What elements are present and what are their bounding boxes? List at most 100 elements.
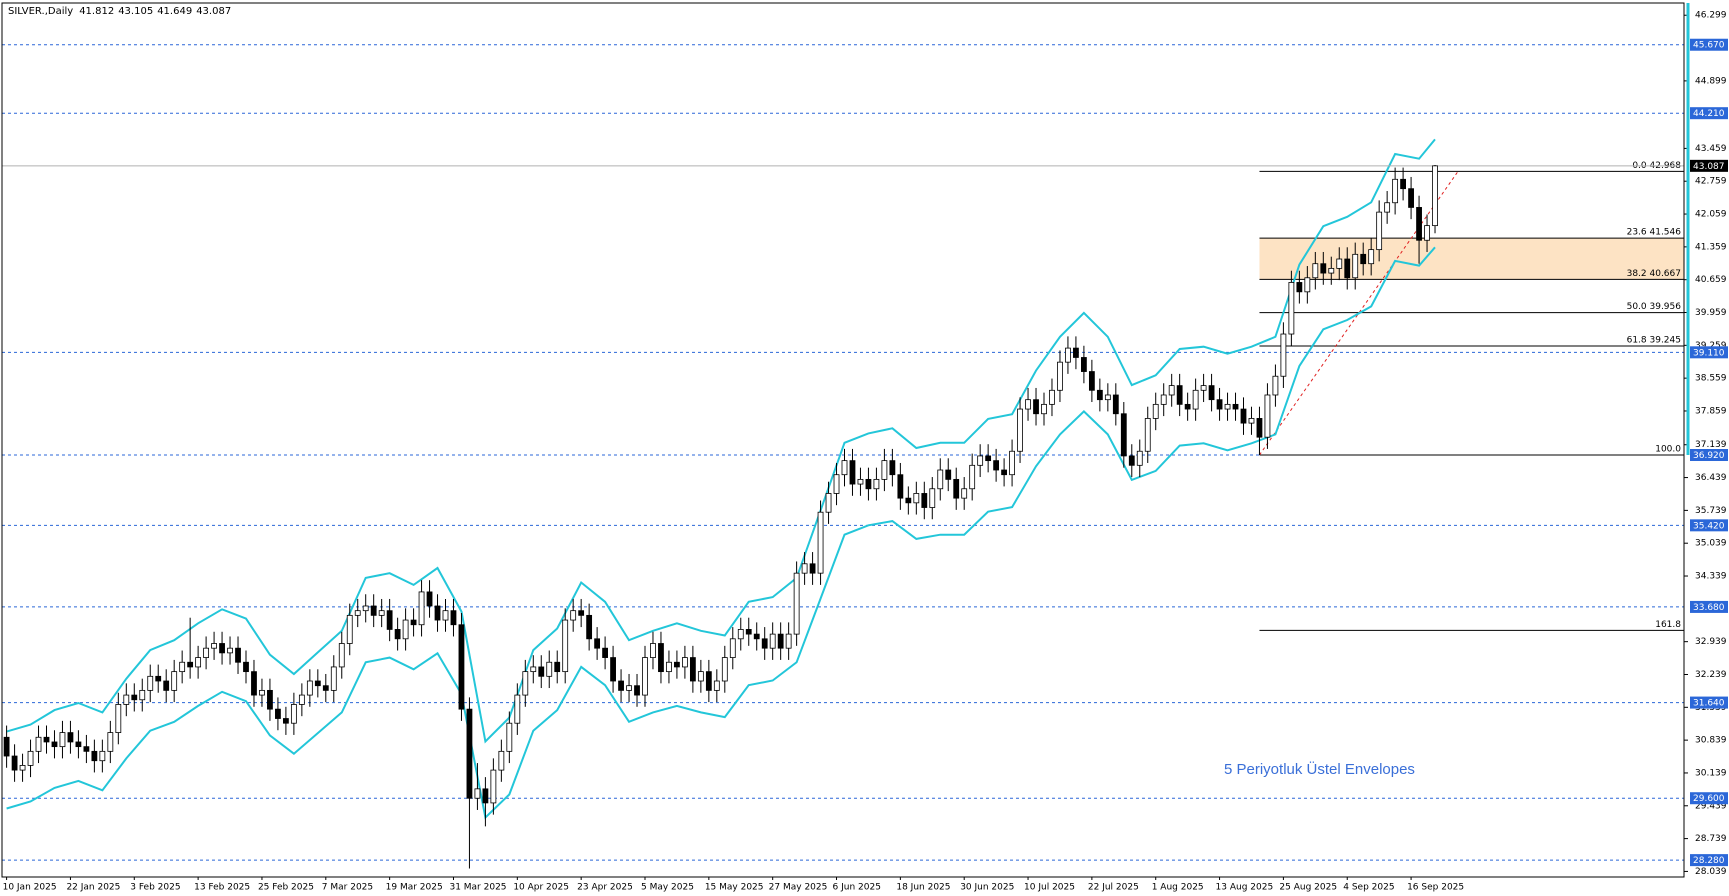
candle-body: [985, 455, 992, 462]
fib-label: 23.6 41.546: [1627, 228, 1682, 238]
candle-body: [666, 661, 672, 673]
candle-body: [1096, 389, 1103, 401]
fib-label: 161.8: [1655, 620, 1681, 630]
y-tick-label: 28.039: [1695, 867, 1727, 877]
candle-body: [977, 455, 984, 466]
fib-label: 50.0 39.956: [1627, 302, 1682, 312]
x-tick-label: 3 Feb 2025: [130, 883, 180, 893]
header-low: 41.649: [157, 6, 192, 17]
candle-body: [1376, 211, 1383, 251]
candle-body: [713, 680, 720, 691]
level-box: [1690, 519, 1728, 532]
y-tick-label: 43.459: [1695, 144, 1727, 154]
candle-body: [275, 708, 281, 719]
y-tick-label: 42.059: [1695, 210, 1727, 220]
candle-body: [626, 685, 632, 691]
level-box: [1690, 38, 1728, 51]
candle-body: [219, 643, 225, 654]
envelope-upper: [6, 138, 1436, 744]
x-tick-label: 1 Aug 2025: [1152, 883, 1204, 893]
x-tick-label: 4 Sep 2025: [1343, 883, 1394, 893]
y-tick-label: 37.139: [1695, 440, 1727, 450]
candle-body: [889, 460, 896, 476]
candle-body: [1424, 225, 1430, 241]
candle-body: [833, 474, 840, 494]
candle-body: [682, 657, 688, 668]
candle-body: [171, 671, 178, 691]
x-tick-label: 31 Mar 2025: [449, 883, 506, 893]
y-tick-label: 37.859: [1695, 406, 1727, 416]
candle-body: [562, 619, 569, 673]
candle-body: [1312, 263, 1319, 279]
candle-body: [1208, 385, 1215, 401]
candle-body: [298, 694, 305, 705]
x-tick-label: 7 Mar 2025: [322, 883, 373, 893]
candle-body: [538, 666, 545, 677]
candle-body: [290, 704, 297, 724]
candle-body: [897, 474, 904, 499]
candle-body: [602, 647, 608, 658]
y-tick-label: 32.939: [1695, 637, 1727, 647]
candle-body: [1304, 277, 1311, 293]
candle-body: [618, 680, 624, 691]
x-tick-label: 25 Feb 2025: [258, 883, 314, 893]
candle-body: [1280, 333, 1287, 377]
candle-body: [1240, 408, 1247, 424]
candle-body: [817, 511, 824, 574]
candle-body: [945, 469, 952, 480]
candle-body: [147, 675, 154, 691]
candle-body: [594, 638, 601, 649]
candle-body: [282, 718, 289, 724]
candle-body: [522, 671, 529, 696]
candle-body: [546, 661, 553, 677]
candle-body: [418, 591, 425, 626]
candle-body: [338, 643, 345, 668]
candle-body: [674, 661, 680, 668]
candle-body: [1192, 389, 1199, 410]
candle-body: [251, 671, 257, 696]
candle-body: [35, 736, 42, 752]
candle-body: [1017, 408, 1023, 452]
x-tick-label: 13 Feb 2025: [194, 883, 250, 893]
level-box: [1690, 696, 1728, 709]
y-tick-label: 46.299: [1695, 11, 1727, 21]
candle-body: [123, 694, 130, 705]
candle-body: [1432, 165, 1438, 227]
candle-body: [1073, 347, 1079, 358]
candle-body: [259, 689, 265, 696]
candle-body: [650, 643, 656, 658]
candle-body: [1160, 394, 1167, 405]
candle-body: [450, 610, 457, 626]
level-label: 35.420: [1693, 521, 1725, 531]
candle-body: [498, 750, 505, 771]
candle-body: [139, 689, 146, 701]
candle-body: [19, 765, 26, 771]
y-tick-label: 42.759: [1695, 177, 1727, 187]
y-tick-label: 36.439: [1695, 473, 1727, 483]
level-box: [1690, 107, 1728, 120]
candle-body: [697, 671, 704, 682]
candle-body: [1009, 450, 1015, 476]
candle-body: [729, 638, 736, 658]
y-tick-label: 39.959: [1695, 308, 1727, 318]
candle-body: [570, 610, 577, 621]
candle-body: [793, 572, 800, 635]
level-label: 33.680: [1693, 603, 1725, 613]
candle-body: [1065, 347, 1071, 363]
candle-body: [634, 685, 640, 696]
y-tick-label: 28.739: [1695, 834, 1727, 844]
candle-body: [211, 643, 217, 649]
candle-body: [857, 478, 864, 485]
candle-body: [745, 629, 752, 635]
level-label: 44.210: [1693, 109, 1725, 119]
candle-body: [993, 460, 1000, 471]
candle-body: [921, 493, 928, 508]
x-tick-label: 25 Aug 2025: [1279, 883, 1337, 893]
candle-body: [330, 666, 337, 691]
candle-body: [1120, 413, 1127, 457]
y-tick-label: 35.739: [1695, 506, 1727, 516]
candle-body: [1152, 403, 1159, 419]
candle-body: [761, 638, 768, 649]
candle-body: [849, 460, 856, 485]
